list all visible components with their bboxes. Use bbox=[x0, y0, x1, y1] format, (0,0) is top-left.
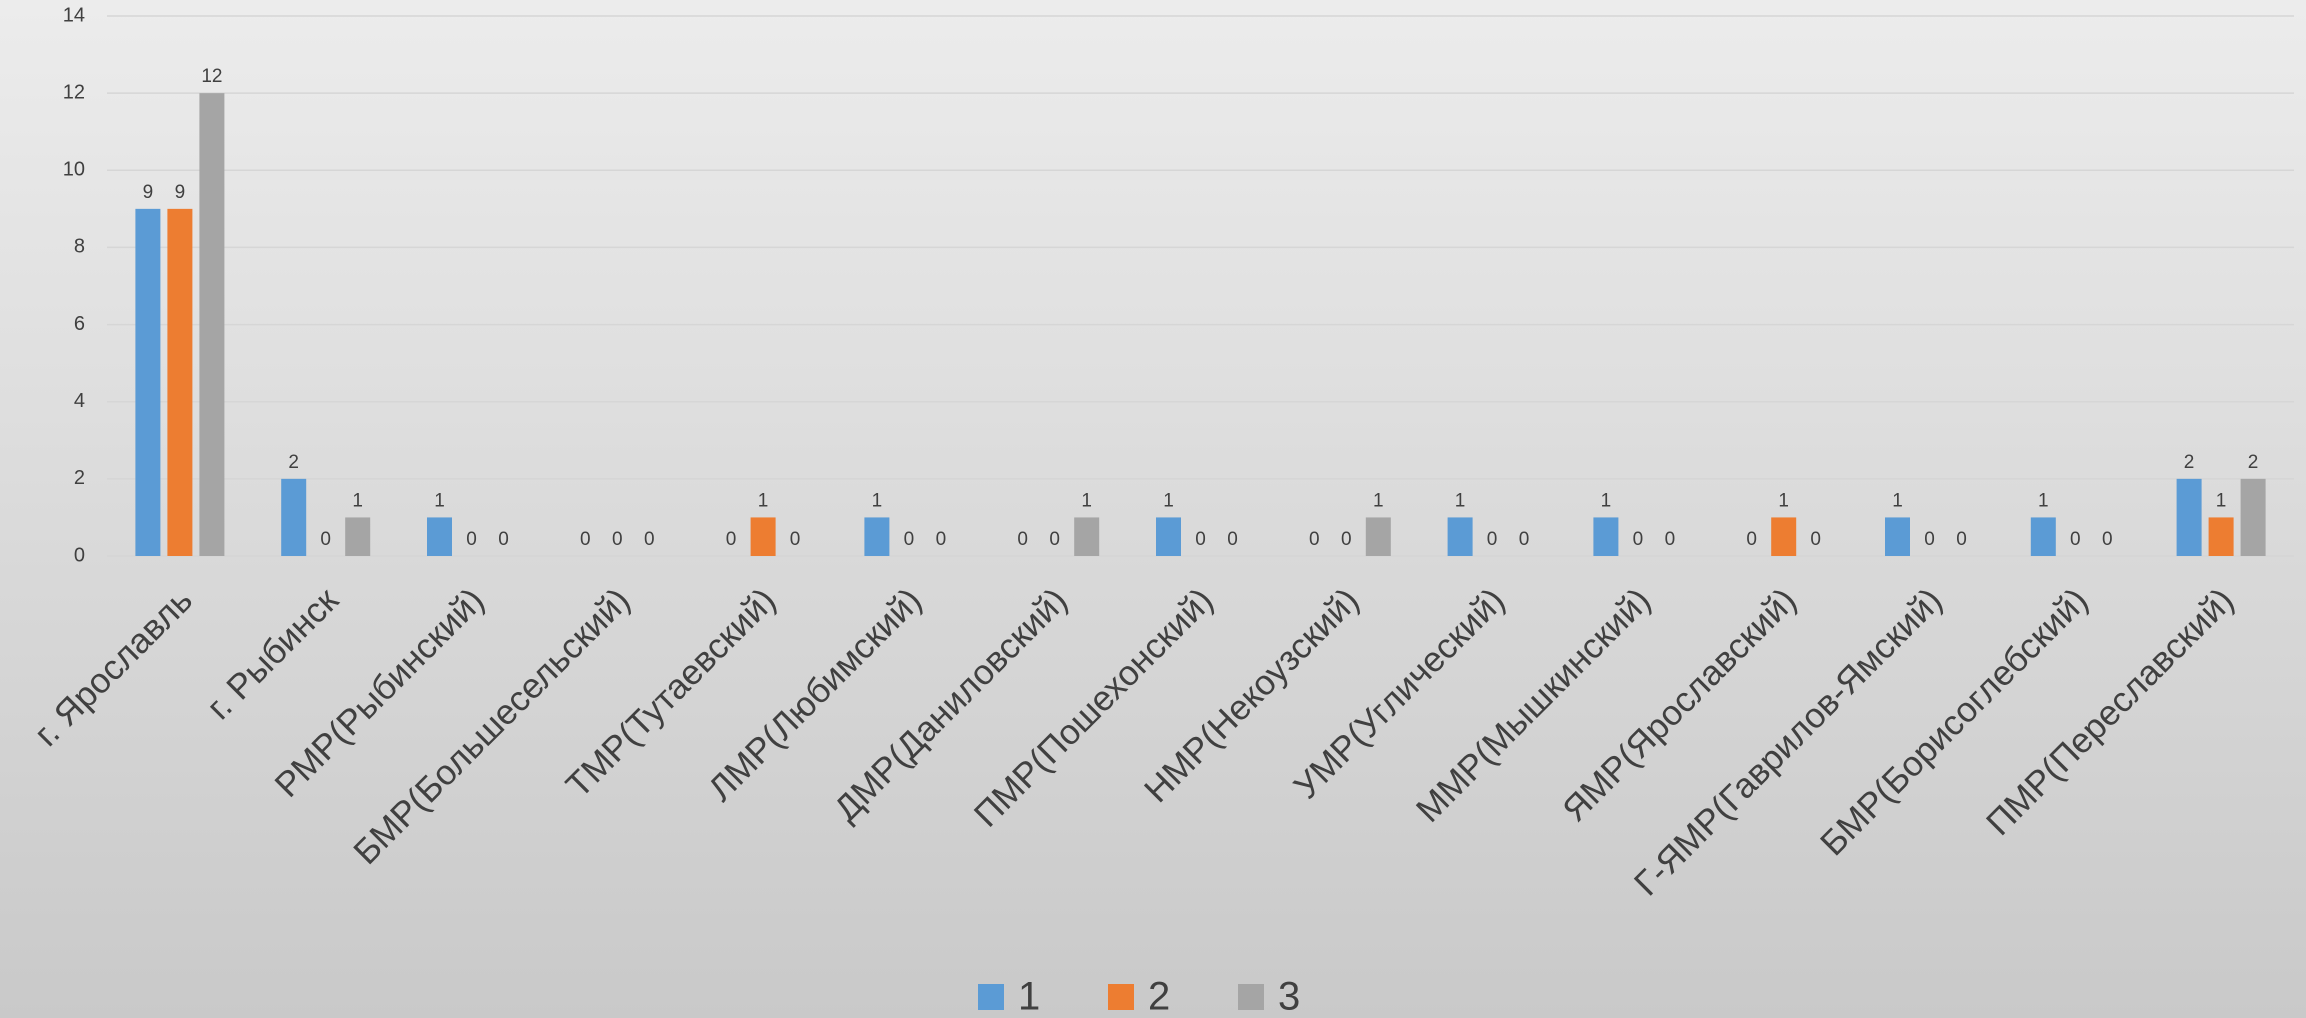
data-label: 0 bbox=[2070, 529, 2081, 550]
legend-label: 1 bbox=[1018, 975, 1040, 1018]
y-tick-label: 12 bbox=[63, 81, 85, 103]
data-label: 1 bbox=[1081, 490, 1092, 511]
data-label: 0 bbox=[1049, 529, 1060, 550]
legend-swatch bbox=[1108, 984, 1134, 1010]
x-tick-label: ПМР(Пошехонский) bbox=[967, 581, 1221, 835]
data-label: 0 bbox=[726, 529, 737, 550]
data-label: 0 bbox=[580, 529, 591, 550]
x-tick-label: г. Ярославль bbox=[27, 581, 200, 754]
x-tick-label: БМР(Борисоглебский) bbox=[1813, 581, 2096, 864]
data-label: 1 bbox=[1892, 490, 1903, 511]
bar bbox=[167, 208, 193, 556]
data-label: 0 bbox=[612, 529, 623, 550]
y-tick-label: 4 bbox=[74, 390, 85, 412]
y-tick-label: 8 bbox=[74, 236, 85, 258]
data-label: 2 bbox=[288, 452, 299, 473]
data-label: 1 bbox=[1163, 490, 1174, 511]
bar bbox=[2240, 478, 2266, 556]
bar bbox=[2208, 517, 2234, 556]
data-label: 0 bbox=[320, 529, 331, 550]
data-label: 0 bbox=[644, 529, 655, 550]
data-label: 9 bbox=[143, 182, 154, 203]
data-label: 0 bbox=[1227, 529, 1238, 550]
bar bbox=[1771, 517, 1797, 556]
data-label: 1 bbox=[352, 490, 363, 511]
bar bbox=[1365, 517, 1391, 556]
y-tick-label: 10 bbox=[63, 159, 85, 181]
data-label: 1 bbox=[872, 490, 883, 511]
data-label: 0 bbox=[1309, 529, 1320, 550]
data-label: 9 bbox=[175, 182, 186, 203]
data-label: 12 bbox=[201, 66, 222, 87]
data-label: 0 bbox=[1519, 529, 1530, 550]
bar bbox=[281, 478, 307, 556]
data-label: 1 bbox=[758, 490, 769, 511]
data-label: 2 bbox=[2248, 452, 2259, 473]
data-label: 0 bbox=[1017, 529, 1028, 550]
data-label: 1 bbox=[1778, 490, 1789, 511]
data-label: 0 bbox=[1665, 529, 1676, 550]
data-label: 0 bbox=[2102, 529, 2113, 550]
bar bbox=[2176, 478, 2202, 556]
data-label: 0 bbox=[904, 529, 915, 550]
data-label: 0 bbox=[936, 529, 947, 550]
data-label: 1 bbox=[2038, 490, 2049, 511]
data-label: 0 bbox=[466, 529, 477, 550]
legend-label: 3 bbox=[1278, 975, 1300, 1018]
bar bbox=[135, 208, 161, 556]
data-label: 1 bbox=[1373, 490, 1384, 511]
bar bbox=[1885, 517, 1910, 556]
data-label: 0 bbox=[1956, 529, 1967, 550]
x-tick-label: БМР(Большесельский) bbox=[346, 581, 637, 872]
data-label: 0 bbox=[1195, 529, 1206, 550]
data-label: 1 bbox=[1601, 490, 1612, 511]
legend-label: 2 bbox=[1148, 975, 1170, 1018]
bar bbox=[427, 517, 452, 556]
bar bbox=[199, 93, 225, 557]
bar bbox=[864, 517, 890, 556]
bar bbox=[1156, 517, 1181, 556]
data-label: 0 bbox=[790, 529, 801, 550]
y-tick-label: 14 bbox=[63, 4, 85, 26]
bar bbox=[345, 517, 371, 556]
bar bbox=[1593, 517, 1619, 556]
y-tick-label: 2 bbox=[74, 467, 85, 489]
x-tick-label: Г-ЯМР(Гаврилов-Ямский) bbox=[1627, 581, 1950, 904]
bar bbox=[1447, 517, 1473, 556]
bar bbox=[2030, 517, 2056, 556]
data-label: 2 bbox=[2184, 452, 2195, 473]
data-label: 0 bbox=[498, 529, 509, 550]
x-tick-label: г. Рыбинск bbox=[199, 580, 346, 727]
data-label: 1 bbox=[434, 490, 445, 511]
legend-swatch bbox=[978, 984, 1004, 1010]
y-tick-label: 0 bbox=[74, 544, 85, 566]
x-tick-label: ПМР(Переславский) bbox=[1979, 581, 2241, 843]
data-label: 1 bbox=[2216, 490, 2227, 511]
data-label: 0 bbox=[1633, 529, 1644, 550]
data-label: 0 bbox=[1341, 529, 1352, 550]
data-label: 0 bbox=[1810, 529, 1821, 550]
data-label: 0 bbox=[1924, 529, 1935, 550]
bar bbox=[1074, 517, 1100, 556]
data-label: 1 bbox=[1455, 490, 1466, 511]
data-label: 0 bbox=[1746, 529, 1757, 550]
data-label: 0 bbox=[1487, 529, 1498, 550]
bar bbox=[750, 517, 776, 556]
y-tick-label: 6 bbox=[74, 313, 85, 335]
legend-swatch bbox=[1238, 984, 1264, 1010]
